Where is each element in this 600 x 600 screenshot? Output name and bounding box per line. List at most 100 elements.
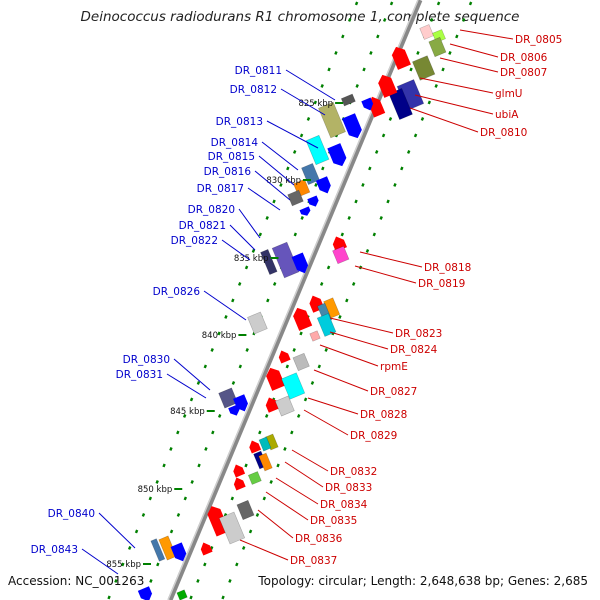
feature-block-box	[218, 387, 239, 409]
gene-arrow-shape	[391, 46, 411, 70]
feature-block	[316, 313, 337, 337]
right-label-leader	[459, 29, 514, 40]
gene-arrow-shape	[342, 113, 362, 139]
gene-arrow-shape	[266, 367, 286, 391]
left-label-leader	[238, 208, 261, 239]
feature-block-box	[301, 162, 320, 186]
left-tick-track	[341, 34, 345, 39]
left-tick-track	[121, 562, 125, 567]
right-inner-tick-track	[409, 67, 413, 72]
gene-arrow-shape	[137, 586, 153, 600]
feature-block-box	[316, 313, 337, 337]
left-label-leader	[98, 512, 136, 549]
feature-block	[247, 471, 262, 485]
right-inner-tick-track	[368, 166, 372, 171]
gene-arrow	[278, 350, 291, 364]
right-tick-track	[413, 133, 418, 138]
right-tick-track	[365, 249, 370, 253]
right-label-leader	[291, 449, 329, 472]
scale-label: 830 kbp	[266, 176, 301, 186]
inner-tick-track	[149, 579, 153, 583]
right-tick-track	[372, 232, 377, 237]
right-tick-track	[248, 529, 253, 534]
right-tick-track	[441, 67, 445, 72]
right-tick-track	[455, 34, 459, 39]
feature-block-box	[419, 24, 434, 40]
left-tick-track	[217, 331, 221, 336]
right-tick-track	[324, 348, 328, 352]
inner-tick-track	[382, 18, 387, 22]
feature-block	[260, 248, 278, 276]
right-label-leader	[257, 509, 294, 539]
left-tick-track	[354, 1, 359, 6]
gene-label-dr_0840: DR_0840	[48, 508, 95, 520]
right-tick-track	[379, 216, 383, 220]
inner-tick-track	[300, 216, 304, 220]
scale-label: 825 kbp	[298, 99, 333, 109]
inner-tick-track	[211, 430, 215, 435]
gene-arrow	[342, 113, 362, 139]
inner-tick-track	[217, 414, 222, 418]
feature-block-box	[281, 372, 306, 400]
gene-label-dr_0807: DR_0807	[500, 67, 547, 79]
gene-label-dr_0823: DR_0823	[395, 328, 442, 340]
right-tick-track	[338, 315, 342, 319]
feature-block	[301, 162, 320, 186]
right-tick-track	[448, 51, 452, 55]
gene-label-dr_0834: DR_0834	[320, 499, 368, 511]
right-tick-track	[386, 199, 390, 204]
gene-arrow	[391, 46, 411, 70]
gene-label-dr_0811: DR_0811	[235, 65, 282, 77]
right-tick-track	[290, 430, 294, 435]
left-tick-track	[203, 364, 208, 369]
gene-label-dr_0833: DR_0833	[325, 482, 372, 494]
inner-tick-track	[231, 381, 236, 385]
right-label-leader	[419, 77, 494, 94]
left-tick-track	[327, 67, 331, 72]
right-inner-tick-track	[203, 562, 207, 567]
right-label-leader	[329, 317, 394, 334]
right-inner-tick-track	[326, 265, 331, 270]
feature-block	[247, 311, 268, 335]
gene-label-glmu: glmU	[495, 88, 523, 100]
right-inner-tick-track	[416, 51, 420, 55]
left-tick-track	[292, 150, 297, 154]
gene-arrow	[249, 440, 262, 454]
right-inner-tick-track	[244, 463, 248, 468]
gene-arrow-shape	[249, 440, 262, 454]
right-label-leader	[307, 397, 359, 415]
right-tick-track	[235, 562, 239, 567]
gene-label-dr_0829: DR_0829	[350, 430, 397, 442]
right-tick-track	[255, 513, 260, 517]
feature-block-box	[260, 248, 278, 276]
gene-label-dr_0831: DR_0831	[116, 369, 163, 381]
right-inner-tick-track	[285, 364, 290, 369]
left-tick-track	[237, 282, 242, 286]
right-inner-tick-track	[189, 595, 193, 600]
left-label-leader	[81, 548, 119, 575]
left-tick-track	[107, 595, 111, 600]
feature-block	[318, 101, 346, 139]
inner-tick-track	[266, 298, 270, 303]
left-tick-track	[224, 315, 228, 319]
gene-label-dr_0836: DR_0836	[295, 533, 343, 545]
gene-label-dr_0819: DR_0819	[418, 278, 465, 290]
gene-arrow-shape	[233, 464, 246, 478]
feature-block-box	[309, 330, 321, 342]
right-tick-track	[434, 84, 438, 88]
genome-summary: Topology: circular; Length: 2,648,638 bp…	[258, 574, 588, 588]
right-inner-tick-track	[354, 199, 358, 204]
feature-block	[292, 352, 310, 372]
right-tick-track	[461, 18, 466, 22]
left-label-leader	[229, 224, 256, 251]
left-tick-track	[306, 117, 311, 121]
inner-tick-track	[156, 562, 160, 567]
left-tick-track	[347, 18, 352, 22]
right-tick-track	[468, 1, 473, 6]
gene-arrow	[378, 74, 398, 98]
right-tick-track	[228, 579, 232, 583]
right-tick-track	[310, 381, 315, 385]
gene-arrow	[170, 542, 187, 562]
inner-tick-track	[321, 166, 325, 171]
gene-label-dr_0826: DR_0826	[153, 286, 201, 298]
